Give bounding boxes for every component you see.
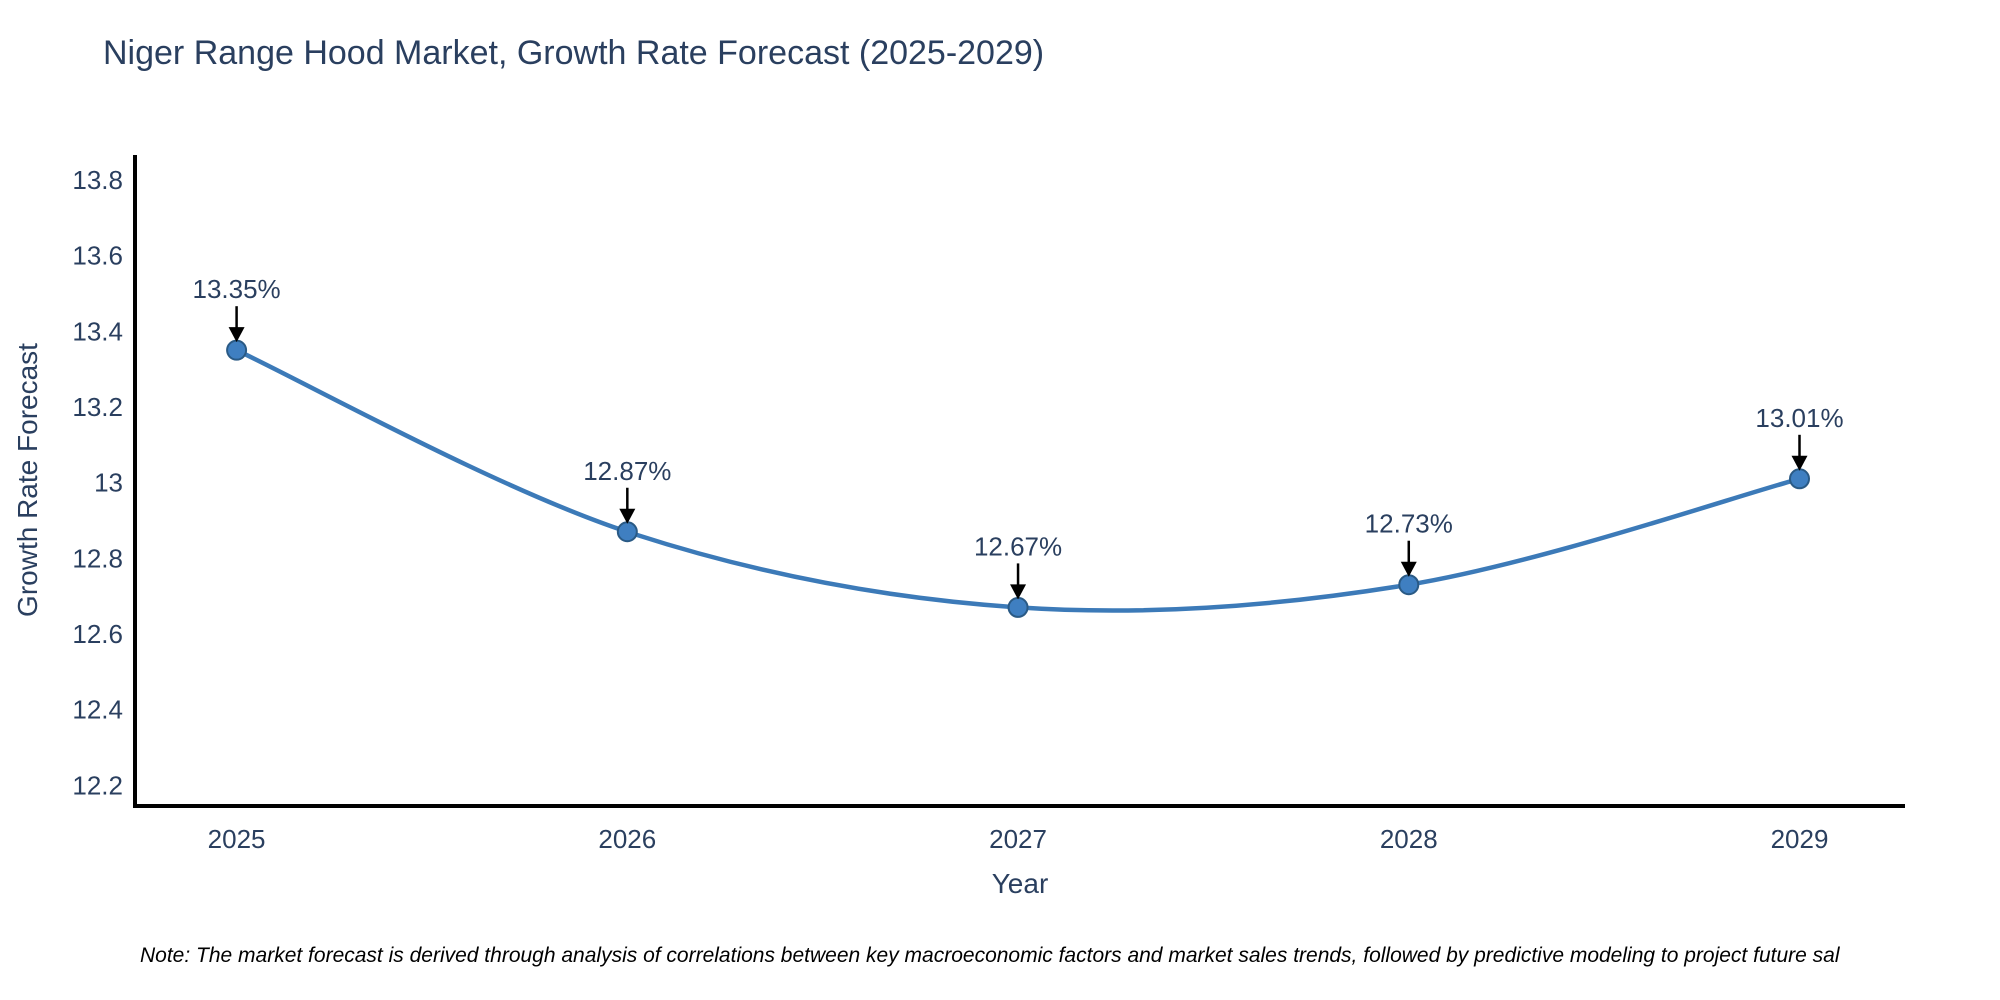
data-point-marker bbox=[616, 521, 638, 543]
data-point-label: 12.67% bbox=[974, 531, 1062, 561]
annotation-arrowhead bbox=[1010, 584, 1027, 600]
x-tick-label: 2026 bbox=[598, 824, 656, 854]
chart-title: Niger Range Hood Market, Growth Rate For… bbox=[103, 34, 1045, 72]
footnote-text: Note: The market forecast is derived thr… bbox=[140, 944, 1840, 967]
data-point-marker bbox=[1398, 574, 1420, 596]
data-point-marker bbox=[1789, 468, 1811, 490]
x-tick-label: 2029 bbox=[1771, 824, 1829, 854]
annotation-arrowhead bbox=[1400, 561, 1417, 577]
x-tick-label: 2028 bbox=[1380, 824, 1438, 854]
data-point-marker bbox=[226, 339, 248, 361]
annotation-arrowhead bbox=[228, 327, 245, 343]
y-tick-label: 13.4 bbox=[72, 316, 123, 346]
annotation-arrowhead bbox=[619, 508, 636, 524]
annotation-arrowhead bbox=[1791, 455, 1808, 471]
x-axis-title: Year bbox=[991, 868, 1049, 899]
y-axis-title: Growth Rate Forecast bbox=[12, 343, 43, 617]
y-tick-label: 13.6 bbox=[72, 241, 123, 271]
data-point-label: 12.73% bbox=[1365, 509, 1453, 539]
data-point-label: 13.35% bbox=[192, 274, 280, 304]
data-point-label: 13.01% bbox=[1755, 403, 1843, 433]
y-tick-label: 12.8 bbox=[72, 543, 123, 573]
data-point-marker bbox=[1007, 596, 1029, 618]
x-tick-label: 2025 bbox=[208, 824, 266, 854]
y-tick-label: 13.2 bbox=[72, 392, 123, 422]
y-tick-label: 13.8 bbox=[72, 165, 123, 195]
data-point-label: 12.87% bbox=[583, 456, 671, 486]
x-tick-label: 2027 bbox=[989, 824, 1047, 854]
y-tick-label: 12.4 bbox=[72, 695, 123, 725]
y-tick-label: 12.2 bbox=[72, 770, 123, 800]
y-tick-label: 12.6 bbox=[72, 619, 123, 649]
y-tick-label: 13 bbox=[94, 468, 123, 498]
